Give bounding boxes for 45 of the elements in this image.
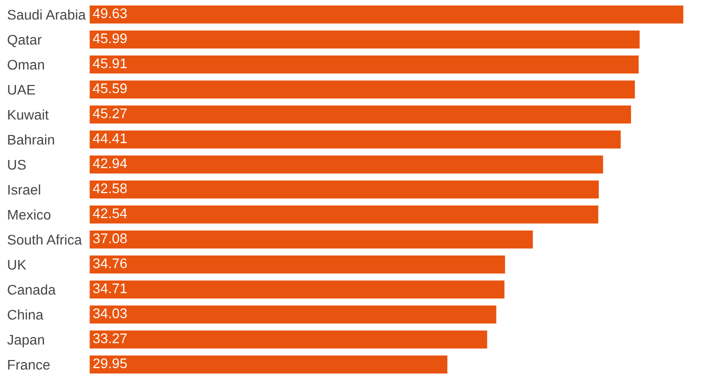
y-tick-label: Bahrain [8, 134, 54, 145]
data-label: 49.63 [92, 8, 127, 18]
y-tick-label: Japan [7, 334, 44, 348]
bar [89, 129, 622, 150]
data-label: 29.95 [93, 358, 127, 368]
bar [89, 54, 640, 75]
bar [89, 179, 600, 200]
y-tick-label: Qatar [8, 34, 42, 48]
data-label: 45.99 [92, 33, 127, 44]
bar [89, 104, 632, 125]
y-tick-label: Israel [8, 184, 40, 195]
y-tick-label: US [8, 160, 26, 170]
data-label: 33.27 [93, 333, 127, 344]
bar [89, 354, 449, 375]
data-label: 34.03 [93, 308, 127, 318]
data-label: 45.27 [92, 108, 127, 118]
y-tick-label: UK [8, 260, 26, 270]
y-tick-label: France [8, 360, 50, 370]
bar [89, 304, 498, 325]
data-label: 42.94 [92, 158, 127, 168]
bar [89, 154, 604, 175]
bar [89, 29, 642, 50]
data-label: 42.54 [92, 208, 127, 218]
y-tick-label: Oman [8, 60, 44, 70]
bar [89, 329, 489, 350]
data-label: 44.41 [92, 134, 127, 144]
data-label: 34.71 [93, 283, 127, 294]
y-tick-label: UAE [8, 84, 36, 95]
y-tick-label: Mexico [8, 209, 50, 220]
data-label: 34.76 [93, 258, 127, 268]
bar [89, 229, 534, 250]
bar [89, 204, 600, 225]
y-tick-label: China [8, 309, 44, 320]
bar [89, 79, 636, 100]
y-tick-label: Canada [8, 284, 56, 295]
data-label: 45.91 [92, 58, 127, 68]
y-tick-label: South Africa [8, 234, 82, 245]
data-label: 42.58 [92, 183, 127, 194]
bar [89, 254, 506, 275]
y-tick-label: Saudi Arabia [8, 9, 86, 20]
data-label: 37.08 [93, 233, 127, 244]
y-tick-label: Kuwait [8, 109, 49, 120]
bar [89, 4, 684, 25]
bar [89, 279, 506, 300]
data-label: 45.59 [92, 83, 127, 94]
